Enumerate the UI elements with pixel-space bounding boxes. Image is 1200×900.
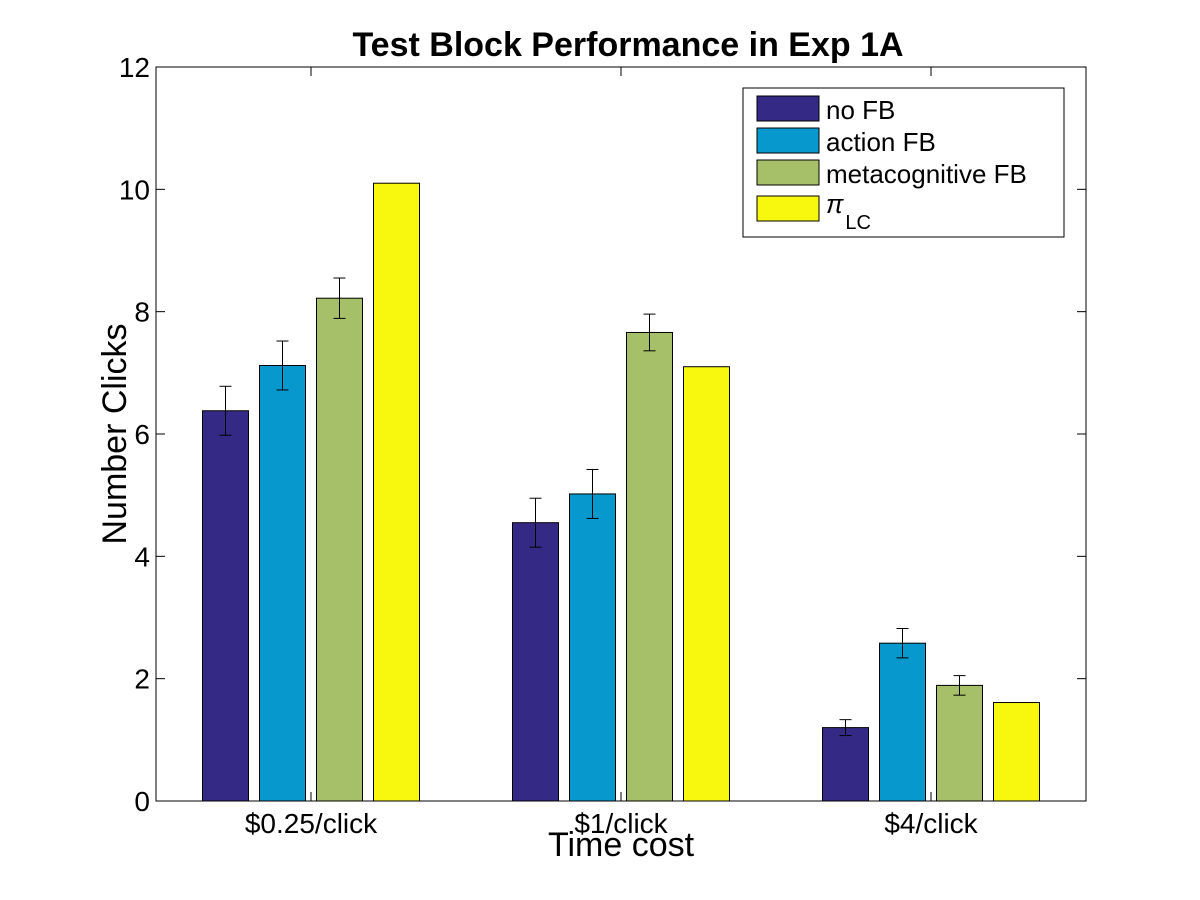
y-tick-label: 2	[134, 664, 150, 695]
bar	[202, 410, 249, 802]
bar	[993, 702, 1040, 802]
bar	[879, 642, 926, 802]
legend-label: metacognitive FB	[826, 159, 1027, 189]
legend-label: no FB	[826, 95, 895, 125]
bar	[373, 182, 420, 802]
y-axis: 0 2 4 6 8 10 12	[119, 52, 1086, 817]
y-tick-label: 10	[119, 174, 150, 205]
bars	[202, 182, 1040, 802]
x-tick-label: $0.25/click	[245, 808, 378, 839]
bar	[626, 331, 673, 802]
bar	[316, 297, 363, 802]
y-tick-label: 8	[134, 297, 150, 328]
y-tick-label: 4	[134, 541, 150, 572]
legend-swatch	[756, 95, 820, 122]
y-tick-label: 0	[134, 786, 150, 817]
bar	[822, 727, 869, 802]
bar	[683, 366, 730, 802]
y-axis-label: Number Clicks	[96, 323, 134, 544]
legend-swatch	[756, 127, 820, 154]
x-axis: $0.25/click $1/click $4/click	[245, 67, 979, 839]
bar	[512, 522, 559, 802]
x-axis-label: Time cost	[548, 826, 695, 864]
bar	[936, 684, 983, 802]
x-tick-label: $4/click	[884, 808, 978, 839]
y-tick-label: 6	[134, 419, 150, 450]
legend-label: πLC	[826, 189, 871, 234]
x-tick-label: $1/click	[574, 808, 668, 839]
bar	[259, 364, 306, 802]
error-bars	[219, 277, 966, 737]
legend-label: action FB	[826, 127, 936, 157]
legend-swatch	[756, 195, 820, 222]
bar	[569, 493, 616, 802]
legend-swatch	[756, 159, 820, 186]
chart-title: Test Block Performance in Exp 1A	[352, 26, 903, 64]
y-tick-label: 12	[119, 52, 150, 83]
